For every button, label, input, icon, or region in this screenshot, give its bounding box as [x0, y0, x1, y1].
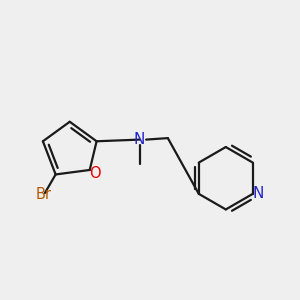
Text: N: N [134, 132, 145, 147]
Text: Br: Br [36, 187, 52, 202]
Text: N: N [253, 186, 264, 201]
Text: O: O [89, 166, 101, 181]
